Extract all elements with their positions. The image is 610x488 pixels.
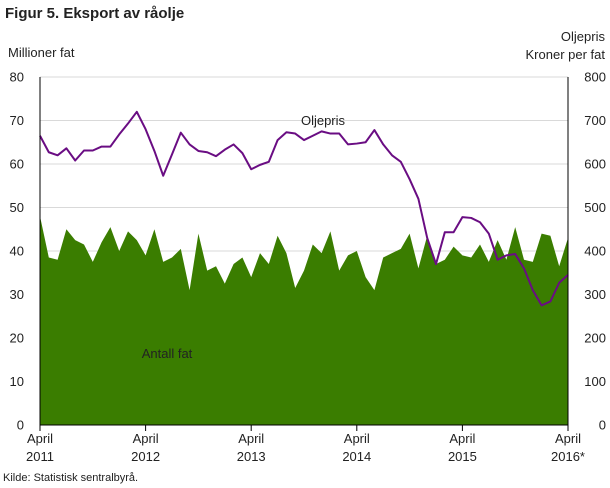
y-left-tick-label: 50: [10, 200, 24, 215]
series-area-antall-fat: [40, 216, 568, 425]
x-tick-label-year: 2013: [237, 449, 266, 464]
y-left-tick-label: 40: [10, 244, 24, 259]
right-axis-title-line1: Oljepris: [560, 29, 605, 44]
source-note: Kilde: Statistisk sentralbyrå.: [3, 472, 139, 484]
right-axis-title: Oljepris Kroner per fat: [526, 28, 606, 64]
y-left-tick-label: 60: [10, 157, 24, 172]
y-left-tick-label: 0: [17, 418, 24, 433]
y-right-tick-label: 400: [584, 244, 606, 259]
x-tick-label: April: [27, 431, 53, 446]
y-right-tick-label: 700: [584, 113, 606, 128]
x-tick-label: April: [449, 431, 475, 446]
y-left-tick-label: 20: [10, 331, 24, 346]
x-tick-label: April: [344, 431, 370, 446]
y-left-tick-label: 30: [10, 287, 24, 302]
y-left-tick-label: 70: [10, 113, 24, 128]
chart-title: Figur 5. Eksport av råolje: [5, 5, 185, 22]
x-tick-label-year: 2011: [26, 449, 54, 464]
left-axis-title: Millioner fat: [8, 45, 75, 60]
y-left-tick-label: 10: [10, 374, 24, 389]
y-right-tick-label: 500: [584, 200, 606, 215]
y-right-tick-label: 800: [584, 70, 606, 85]
x-tick-label-year: 2015: [448, 449, 477, 464]
y-right-tick-label: 100: [584, 374, 606, 389]
y-right-tick-label: 300: [584, 287, 606, 302]
x-tick-label: April: [238, 431, 264, 446]
x-tick-label-year: 2016*: [551, 449, 585, 464]
y-right-tick-label: 0: [599, 418, 606, 433]
annotation-antall-fat: Antall fat: [142, 346, 193, 361]
right-axis-title-line2: Kroner per fat: [525, 47, 606, 62]
y-right-tick-label: 600: [584, 157, 606, 172]
x-tick-label: April: [133, 431, 159, 446]
annotation-oljepris: Oljepris: [301, 113, 346, 128]
y-right-tick-label: 200: [584, 331, 606, 346]
y-left-tick-label: 80: [10, 70, 24, 85]
x-tick-label-year: 2014: [342, 449, 371, 464]
x-tick-label-year: 2012: [131, 449, 160, 464]
series-line-oljepris: [39, 110, 569, 307]
x-tick-label: April: [555, 431, 581, 446]
